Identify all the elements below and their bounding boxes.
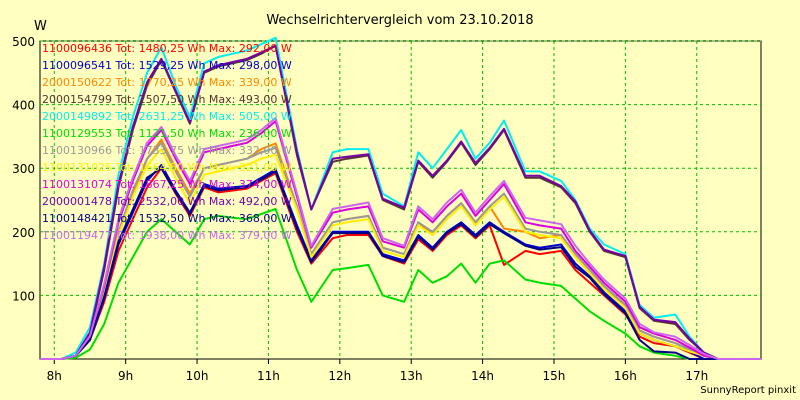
x-tick-label: 14h (471, 369, 494, 383)
series-line (40, 117, 761, 360)
series-lines (40, 36, 761, 360)
x-tick-label: 17h (685, 369, 708, 383)
chart-title: Wechselrichtervergleich vom 23.10.2018 (266, 13, 533, 28)
y-tick-label: 300 (12, 162, 35, 176)
legend-entry: 1100096436 Tot: 1480,25 Wh Max: 292,00 W (42, 42, 292, 55)
legend-entry: 2000150622 Tot: 1770,25 Wh Max: 339,00 W (42, 76, 292, 89)
series-line (40, 207, 761, 360)
x-tick-label: 11h (257, 369, 280, 383)
legend-entry: 1100119477 Tot: 1938,00 Wh Max: 379,00 W (42, 229, 292, 242)
legend-entry: 1100130966 Tot: 1733,75 Wh Max: 332,00 W (42, 144, 292, 157)
grid (40, 40, 761, 359)
x-axis: 8h 9h 10h 11h 12h 13h 14h 15h 16h 17h (47, 359, 708, 383)
series-line (40, 141, 761, 360)
legend-entry: 1100129553 Tot: 1121,50 Wh Max: 236,00 W (42, 127, 292, 140)
x-tick-label: 9h (118, 369, 133, 383)
x-tick-label: 8h (47, 369, 62, 383)
legend-entry: 2000149892 Tot: 2631,25 Wh Max: 505,00 W (42, 110, 292, 123)
x-tick-label: 10h (186, 369, 209, 383)
x-tick-label: 13h (400, 369, 423, 383)
legend-entry: 2000001478 Tot: 2532,00 Wh Max: 492,00 W (42, 195, 292, 208)
credit-text: SunnyReport pinxit (700, 385, 796, 396)
legend-entry: 1100131025 Tot: 1664,50 Wh Max: 321,00 W (42, 161, 292, 174)
y-tick-label: 500 (12, 35, 35, 49)
legend-entry: 1100096541 Tot: 1529,25 Wh Max: 298,00 W (42, 59, 292, 72)
x-tick-label: 15h (543, 369, 566, 383)
series-line (40, 45, 761, 360)
x-tick-label: 12h (328, 369, 351, 383)
legend-entry: 1100131074 Tot: 1867,25 Wh Max: 374,00 W (42, 178, 292, 191)
legend-entry: 2000154799 Tot: 2507,50 Wh Max: 493,00 W (42, 93, 292, 106)
x-tick-label: 16h (614, 369, 637, 383)
legend: 1100096436 Tot: 1480,25 Wh Max: 292,00 W… (42, 42, 292, 242)
y-tick-label: 100 (12, 289, 35, 303)
series-line (40, 120, 761, 360)
series-line (40, 148, 761, 360)
legend-entry: 1100148421 Tot: 1532,50 Wh Max: 368,00 W (42, 212, 292, 225)
y-axis: 100 200 300 400 500 (12, 35, 35, 303)
series-line (40, 167, 761, 360)
y-axis-label: W (34, 19, 47, 34)
y-tick-label: 200 (12, 226, 35, 240)
y-tick-label: 400 (12, 99, 35, 113)
series-line (40, 167, 761, 360)
